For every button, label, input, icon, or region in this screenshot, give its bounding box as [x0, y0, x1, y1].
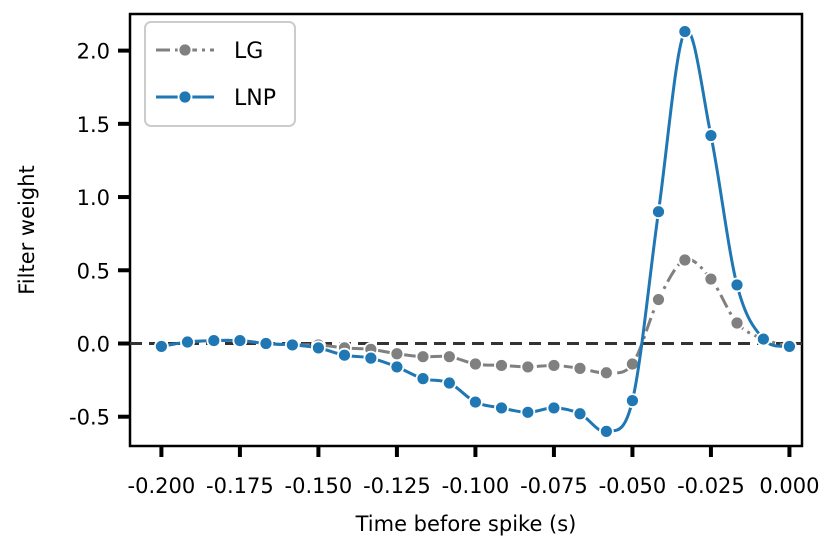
data-point-lnp: [415, 371, 431, 387]
x-axis-label: Time before spike (s): [355, 512, 577, 536]
data-point-lg: [468, 356, 483, 372]
data-point-lnp: [154, 339, 169, 354]
data-point-lnp: [572, 406, 588, 422]
series-lg: [154, 252, 797, 381]
data-point-lg: [546, 358, 562, 373]
data-point-lnp: [651, 204, 666, 220]
y-axis: -0.5 0.0 0.5 1.0 1.5 2.0: [69, 40, 130, 430]
y-tick-label: 1.0: [77, 186, 110, 210]
legend-label-lnp: LNP: [234, 86, 276, 111]
x-tick-label: -0.075: [520, 474, 588, 498]
x-tick-label: -0.125: [363, 474, 431, 498]
data-point-lg: [651, 292, 666, 307]
data-point-lg: [389, 346, 405, 362]
data-point-lnp: [389, 359, 405, 375]
data-point-lg: [441, 349, 457, 365]
y-tick-label: 2.0: [77, 40, 110, 64]
series-layer: [154, 24, 797, 439]
data-point-lnp: [284, 337, 300, 353]
data-point-lg: [520, 359, 536, 375]
data-point-lg: [494, 358, 509, 373]
data-point-lnp: [546, 400, 562, 416]
legend: LG LNP: [144, 21, 296, 127]
plot-border: [128, 12, 804, 448]
legend-marker-lnp: [177, 89, 193, 105]
data-point-lnp: [494, 400, 509, 416]
x-tick-label: -0.200: [128, 474, 196, 498]
x-axis: -0.200 -0.175 -0.150 -0.125 -0.100 -0.075 -0.0…: [128, 446, 820, 498]
legend-marker-lg: [177, 42, 193, 58]
legend-label-lg: LG: [234, 39, 263, 64]
data-point-lg: [677, 252, 693, 268]
x-tick-label: -0.050: [599, 474, 667, 498]
data-point-lnp: [755, 331, 771, 347]
y-tick-label: 1.5: [77, 113, 110, 137]
data-point-lnp: [363, 350, 379, 366]
x-tick-label: 0.000: [759, 474, 819, 498]
data-point-lg: [729, 315, 745, 331]
data-point-lnp: [729, 277, 745, 293]
data-point-lnp: [337, 347, 352, 363]
y-tick-label: 0.5: [77, 259, 110, 283]
x-tick-label: -0.025: [677, 474, 745, 498]
data-point-lnp: [677, 24, 693, 39]
y-tick-label: -0.5: [69, 406, 110, 430]
data-point-lnp: [520, 404, 536, 420]
data-point-lnp: [206, 333, 222, 348]
data-point-lg: [572, 360, 588, 376]
data-point-lnp: [311, 340, 326, 356]
data-point-lnp: [782, 339, 797, 354]
data-point-lnp: [258, 336, 274, 351]
data-point-lnp: [441, 375, 457, 391]
x-tick-label: -0.150: [285, 474, 353, 498]
data-point-lg: [415, 349, 431, 365]
data-point-lg: [598, 365, 614, 381]
series-lnp: [154, 24, 797, 439]
data-point-lnp: [468, 394, 483, 410]
plot-frame: [128, 12, 804, 448]
data-point-lnp: [598, 423, 614, 439]
data-point-lnp: [232, 333, 248, 348]
series-line-lg: [161, 257, 790, 375]
data-point-lg: [703, 271, 719, 287]
data-point-lnp: [703, 128, 719, 143]
x-tick-label: -0.175: [206, 474, 274, 498]
y-axis-label: Filter weight: [15, 165, 39, 295]
data-point-lnp: [180, 334, 195, 350]
x-tick-label: -0.100: [442, 474, 510, 498]
data-point-lnp: [625, 393, 640, 409]
y-tick-label: 0.0: [77, 332, 110, 356]
